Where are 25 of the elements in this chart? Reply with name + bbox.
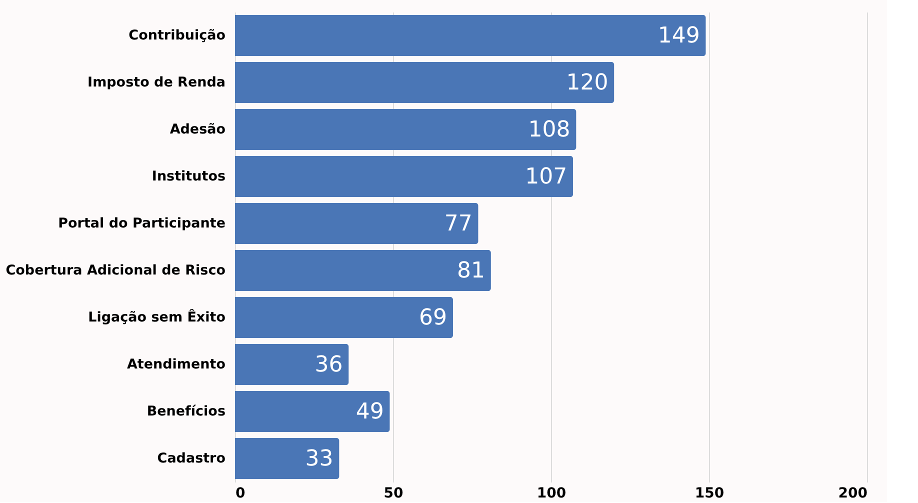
data-label: 69	[419, 306, 448, 330]
y-tick-label: Imposto de Renda	[88, 74, 226, 90]
data-label: 36	[314, 352, 343, 378]
data-label: 77	[444, 212, 472, 236]
data-label: 107	[525, 164, 568, 190]
y-tick-label: Atendimento	[126, 356, 226, 372]
data-label: 49	[356, 400, 384, 424]
x-tick-label: 0	[236, 486, 246, 502]
x-tick-label: 100	[536, 486, 566, 502]
data-label: 120	[566, 70, 608, 96]
y-tick-label: Institutos	[152, 168, 226, 184]
data-label: 149	[658, 24, 700, 48]
data-label: 33	[305, 446, 334, 472]
data-label: 108	[528, 118, 570, 142]
x-tick-label: 150	[694, 486, 724, 502]
y-tick-label: Adesão	[170, 122, 226, 138]
data-label: 81	[456, 258, 485, 284]
x-tick-label: 200	[838, 486, 868, 502]
y-tick-label: Contribuição	[128, 28, 226, 44]
y-tick-label: Benefícios	[146, 404, 226, 420]
y-tick-label: Portal do Participante	[58, 216, 226, 232]
y-tick-label: Ligação sem Êxito	[88, 308, 226, 326]
y-tick-label: Cobertura Adicional de Risco	[6, 262, 226, 278]
x-tick-label: 50	[384, 486, 404, 502]
y-tick-label: Cadastro	[157, 450, 226, 466]
